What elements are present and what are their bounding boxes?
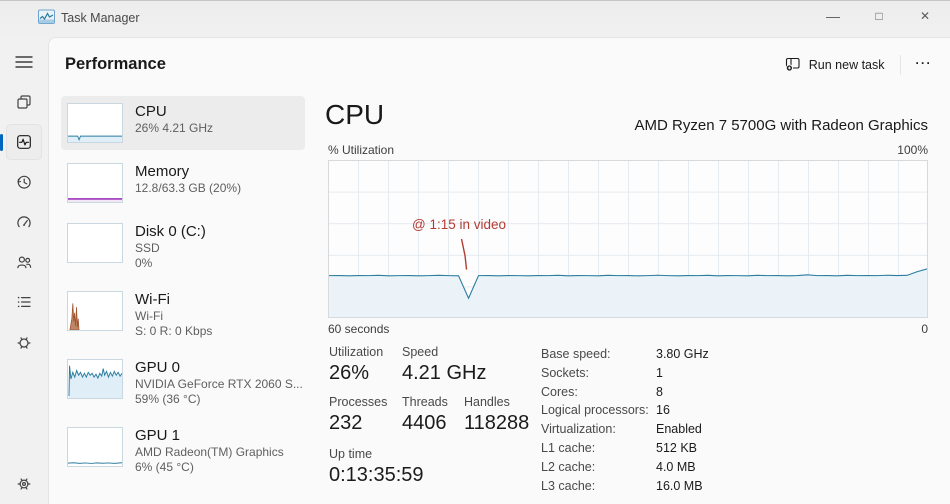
processes-label: Processes: [329, 395, 388, 409]
active-tab-indicator: [0, 134, 3, 151]
startup-apps-icon: [17, 216, 31, 228]
device-subtitle: 26% 4.21 GHz: [135, 121, 214, 135]
device-item-memory[interactable]: Memory 12.8/63.3 GB (20%): [61, 156, 305, 210]
header-divider: [899, 54, 901, 75]
spec-row-virtualization: Virtualization: Enabled: [541, 422, 702, 437]
sidebar-item-processes[interactable]: [6, 84, 42, 120]
device-subtitle: 12.8/63.3 GB (20%): [135, 181, 242, 195]
sidebar-item-users[interactable]: [6, 244, 42, 280]
device-subtitle2: S: 0 R: 0 Kbps: [135, 324, 213, 338]
device-subtitle2: 6% (45 °C): [135, 460, 194, 474]
uptime-label: Up time: [329, 447, 373, 461]
handles-label: Handles: [464, 395, 510, 409]
main-panel: Performance Run new task ···: [48, 37, 950, 504]
users-icon: [17, 256, 32, 269]
graph-y-axis-label: % Utilization: [328, 143, 395, 157]
cpu-stats: Utilization Speed 26% 4.21 GHz Processes…: [329, 344, 529, 496]
graph-x-left-label: 60 seconds: [328, 322, 390, 336]
settings-button[interactable]: [6, 466, 42, 502]
device-title: GPU 1: [135, 427, 181, 444]
cpu-chip-name: AMD Ryzen 7 5700G with Radeon Graphics: [634, 117, 928, 134]
processes-value: 232: [329, 412, 363, 434]
spec-row-l1-cache: L1 cache: 512 KB: [541, 440, 698, 455]
sidebar-item-app-history[interactable]: [6, 164, 42, 200]
details-icon: [17, 296, 31, 308]
cpu-utilization-graph: @ 1:15 in video: [328, 160, 928, 318]
device-subtitle: Wi-Fi: [135, 309, 163, 323]
gpu0-mini-graph: [67, 359, 123, 399]
cpu-graph-canvas: [329, 238, 927, 317]
wifi-mini-graph: [67, 291, 123, 331]
page-title: Performance: [65, 55, 166, 73]
gear-icon: [17, 478, 31, 490]
window-title: Task Manager: [61, 11, 140, 25]
device-item-wifi[interactable]: Wi-Fi Wi-Fi S: 0 R: 0 Kbps: [61, 284, 305, 346]
sidebar-item-performance[interactable]: [6, 124, 42, 160]
run-new-task-icon: [785, 57, 800, 72]
spec-row-base-speed: Base speed: 3.80 GHz: [541, 347, 709, 361]
device-item-gpu1[interactable]: GPU 1 AMD Radeon(TM) Graphics 6% (45 °C): [61, 420, 305, 482]
annotation-text: @ 1:15 in video: [412, 217, 507, 232]
device-title: GPU 0: [135, 359, 181, 376]
device-subtitle: SSD: [135, 241, 160, 255]
gpu1-mini-graph: [67, 427, 123, 467]
spec-row-l3-cache: L3 cache: 16.0 MB: [541, 478, 703, 493]
sidebar-item-services[interactable]: [6, 325, 42, 361]
device-subtitle2: 0%: [135, 256, 153, 270]
utilization-label: Utilization: [329, 345, 384, 359]
device-title: CPU: [135, 103, 167, 120]
device-item-cpu[interactable]: CPU 26% 4.21 GHz: [61, 96, 305, 150]
threads-value: 4406: [402, 412, 447, 434]
hamburger-menu-button[interactable]: [6, 44, 42, 80]
memory-mini-graph: [67, 163, 123, 203]
performance-device-list: CPU 26% 4.21 GHz Memory 12.8/63.3 GB (20…: [61, 96, 305, 488]
performance-icon: [17, 135, 31, 149]
cpu-detail-title: CPU: [325, 99, 385, 130]
minimize-button[interactable]: —: [826, 8, 840, 24]
maximize-button[interactable]: □: [875, 9, 883, 23]
run-new-task-label: Run new task: [808, 57, 885, 72]
threads-label: Threads: [402, 395, 448, 409]
device-title: Wi-Fi: [135, 291, 170, 308]
device-item-gpu0[interactable]: GPU 0 NVIDIA GeForce RTX 2060 S... 59% (…: [61, 352, 305, 414]
spec-row-cores: Cores: 8: [541, 384, 663, 399]
handles-value: 118288: [464, 412, 530, 434]
device-subtitle: NVIDIA GeForce RTX 2060 S...: [135, 377, 303, 391]
run-new-task-button[interactable]: Run new task: [775, 51, 895, 78]
speed-value: 4.21 GHz: [402, 362, 487, 384]
device-subtitle: AMD Radeon(TM) Graphics: [135, 445, 284, 459]
task-manager-app-icon: [38, 9, 55, 24]
cpu-spec-table: Base speed: 3.80 GHz Sockets: 1 Cores: 8…: [541, 345, 709, 495]
close-button[interactable]: ✕: [919, 9, 931, 23]
annotation-arrow: [460, 238, 468, 270]
more-options-button[interactable]: ···: [915, 55, 932, 70]
titlebar: Task Manager — □ ✕: [0, 1, 950, 37]
device-title: Memory: [135, 163, 190, 180]
app-history-icon: [17, 175, 31, 189]
spec-row-sockets: Sockets: 1: [541, 365, 663, 380]
processes-icon: [17, 95, 31, 109]
device-item-disk0[interactable]: Disk 0 (C:) SSD 0%: [61, 216, 305, 278]
device-title: Disk 0 (C:): [135, 223, 206, 240]
spec-row-l2-cache: L2 cache: 4.0 MB: [541, 459, 696, 474]
disk-mini-graph: [67, 223, 123, 263]
graph-x-right-label: 0: [921, 322, 928, 336]
uptime-value: 0:13:35:59: [329, 464, 424, 486]
hamburger-icon: [15, 56, 33, 68]
sidebar-item-startup-apps[interactable]: [6, 204, 42, 240]
device-subtitle2: 59% (36 °C): [135, 392, 201, 406]
cpu-mini-graph: [67, 103, 123, 143]
graph-y-max-label: 100%: [897, 143, 928, 157]
speed-label: Speed: [402, 345, 439, 359]
sidebar-item-details[interactable]: [6, 284, 42, 320]
spec-row-logical-processors: Logical processors: 16: [541, 403, 670, 418]
utilization-value: 26%: [329, 362, 370, 384]
navigation-rail: [0, 37, 48, 504]
services-icon: [17, 337, 31, 349]
